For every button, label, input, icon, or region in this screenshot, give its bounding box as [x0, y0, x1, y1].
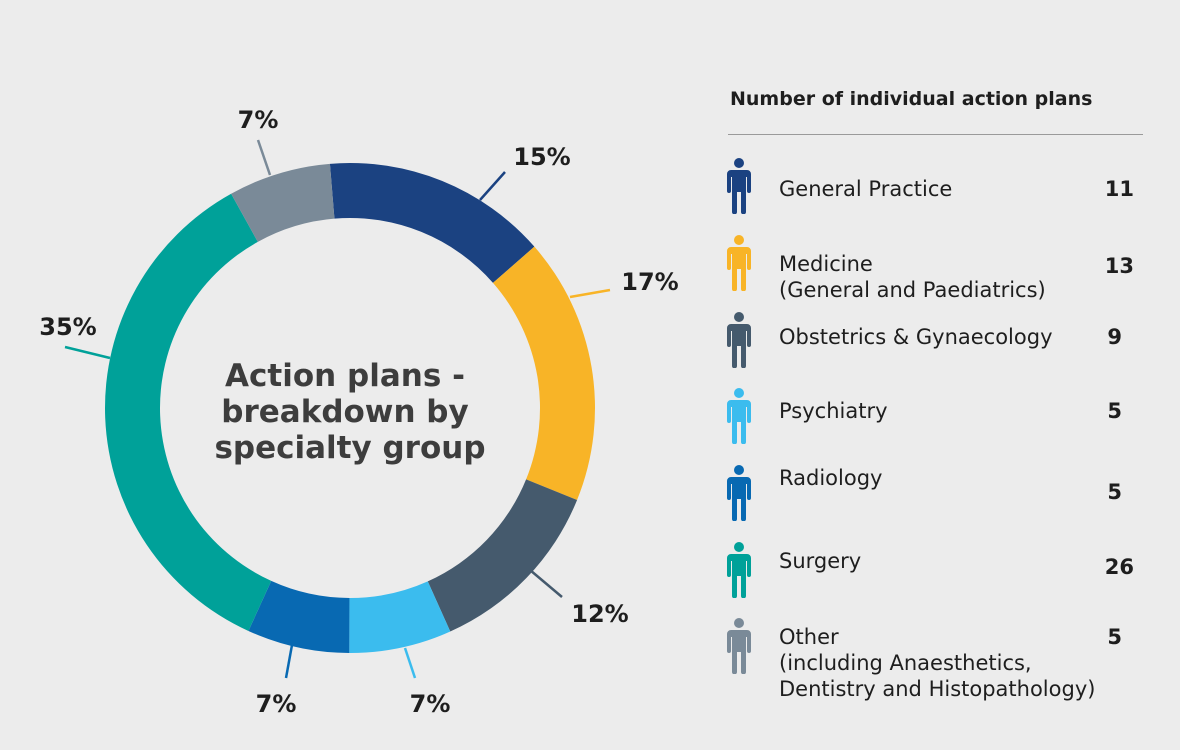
legend-label: Surgery	[779, 548, 861, 574]
person-icon	[727, 388, 751, 444]
legend-divider	[728, 134, 1143, 135]
percent-label: 15%	[513, 143, 570, 171]
leader-line	[256, 139, 272, 176]
percent-label: 7%	[410, 690, 451, 718]
legend-label-line: Other	[779, 625, 839, 649]
legend-count: 5	[1107, 480, 1122, 504]
legend-title: Number of individual action plans	[730, 88, 1093, 110]
legend-count: 13	[1104, 254, 1134, 278]
legend-label: Medicine (General and Paediatrics)	[779, 251, 1046, 303]
slice-surgery	[105, 193, 272, 631]
center-title-line-2: breakdown by	[221, 394, 468, 430]
legend-label: Psychiatry	[779, 398, 888, 424]
slice-medicine	[492, 246, 595, 501]
slice-obstetrics-gynaecology	[427, 479, 578, 632]
slice-other	[231, 163, 335, 242]
person-icon	[727, 542, 751, 598]
legend-label: Obstetrics & Gynaecology	[779, 324, 1053, 350]
legend-label-line: Medicine	[779, 252, 873, 276]
leader-line	[479, 171, 506, 201]
slice-psychiatry	[349, 581, 451, 653]
leader-line	[403, 647, 417, 679]
person-icon	[727, 158, 751, 214]
slice-radiology	[248, 580, 350, 653]
percent-label: 35%	[39, 313, 96, 341]
legend-label-line: General Practice	[779, 177, 953, 201]
legend-label-line: Surgery	[779, 549, 862, 573]
leader-line	[529, 569, 563, 598]
person-icon	[727, 618, 751, 674]
legend-label: Other (including Anaesthetics, Dentistry a…	[779, 624, 1095, 702]
legend-label-line: (General and Paediatrics)	[779, 278, 1046, 302]
legend-label-line: Radiology	[779, 466, 883, 490]
legend-label-line: Psychiatry	[779, 399, 888, 423]
leader-line	[284, 644, 294, 679]
leader-line	[64, 345, 111, 360]
legend-count: 5	[1107, 625, 1122, 649]
legend-count: 9	[1107, 325, 1122, 349]
center-title-line-1: Action plans -	[225, 358, 465, 394]
center-title-line-3: specialty group	[214, 430, 485, 466]
percent-label: 7%	[256, 690, 297, 718]
legend-label: Radiology	[779, 465, 882, 491]
person-icon	[727, 312, 751, 368]
legend-label: General Practice	[779, 176, 952, 202]
donut-chart: 15% 17% 12% 7% 7% 35% 7% Action plans - breakd…	[39, 106, 678, 718]
legend-label-line: (including Anaesthetics,	[779, 651, 1032, 675]
legend-count: 5	[1107, 399, 1122, 423]
leader-line	[569, 288, 611, 299]
percent-label: 7%	[238, 106, 279, 134]
percent-label: 17%	[621, 268, 678, 296]
legend-label-line: Obstetrics & Gynaecology	[779, 325, 1053, 349]
person-icon	[727, 235, 751, 291]
legend-count: 11	[1104, 177, 1134, 201]
slice-general-practice	[329, 163, 535, 283]
legend-label-line: Dentistry and Histopathology)	[779, 677, 1096, 701]
percent-label: 12%	[571, 600, 628, 628]
legend-count: 26	[1104, 555, 1134, 579]
person-icon	[727, 465, 751, 521]
